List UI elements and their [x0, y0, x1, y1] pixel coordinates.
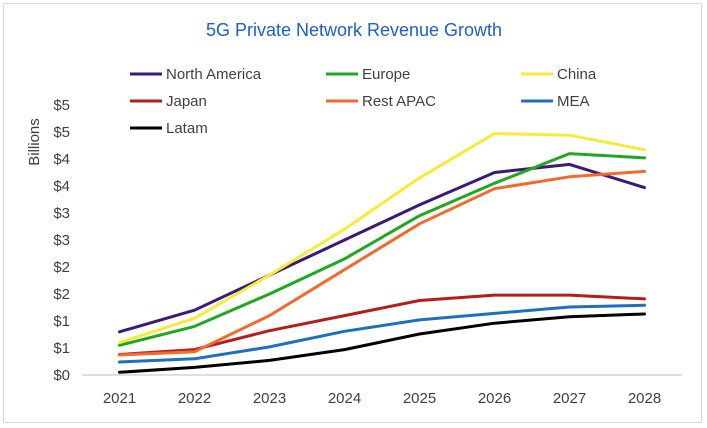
x-tick-label: 2028 [628, 390, 661, 407]
y-axis-label: Billions [26, 118, 43, 166]
x-tick-label: 2022 [178, 390, 211, 407]
legend-item-china: China [521, 66, 597, 83]
y-tick-label: $1 [53, 340, 70, 357]
x-tick-label: 2023 [253, 390, 286, 407]
y-tick-label: $3 [53, 232, 70, 249]
legend-label: Europe [362, 66, 410, 83]
legend: North America Europe China Japan Rest APAC ME… [130, 66, 597, 137]
legend-label: North America [166, 66, 262, 83]
x-tick-label: 2027 [553, 390, 586, 407]
series-line-mea [118, 303, 646, 364]
series-line-rest-apac [118, 169, 646, 357]
x-axis-ticks: 2021 2022 2023 2024 2025 2026 2027 2028 [103, 390, 661, 407]
series-line-europe [118, 152, 646, 347]
y-tick-label: $4 [53, 178, 70, 195]
legend-label: MEA [557, 93, 590, 110]
series-lines [118, 132, 646, 374]
y-axis-ticks: $0 $1 $1 $2 $2 $3 $3 $4 $4 $5 $5 [53, 97, 70, 384]
legend-label: Rest APAC [362, 93, 436, 110]
y-tick-label: $5 [53, 97, 70, 114]
legend-item-latam: Latam [130, 120, 208, 137]
y-tick-label: $3 [53, 205, 70, 222]
x-tick-label: 2024 [328, 390, 361, 407]
y-tick-label: $0 [53, 367, 70, 384]
series-line-north-america [118, 162, 646, 334]
x-tick-label: 2025 [403, 390, 436, 407]
legend-item-mea: MEA [521, 93, 590, 110]
y-tick-label: $5 [53, 124, 70, 141]
legend-item-europe: Europe [326, 66, 410, 83]
legend-label: Japan [166, 93, 207, 110]
legend-item-rest-apac: Rest APAC [326, 93, 436, 110]
x-tick-label: 2021 [103, 390, 136, 407]
y-tick-label: $2 [53, 286, 70, 303]
legend-label: China [557, 66, 597, 83]
y-tick-label: $2 [53, 259, 70, 276]
legend-item-japan: Japan [130, 93, 207, 110]
y-tick-label: $4 [53, 151, 70, 168]
legend-label: Latam [166, 120, 208, 137]
x-tick-label: 2026 [478, 390, 511, 407]
y-tick-label: $1 [53, 313, 70, 330]
legend-item-north-america: North America [130, 66, 262, 83]
series-line-latam [118, 312, 646, 374]
series-line-china [118, 132, 646, 345]
chart-title: 5G Private Network Revenue Growth [206, 20, 502, 40]
